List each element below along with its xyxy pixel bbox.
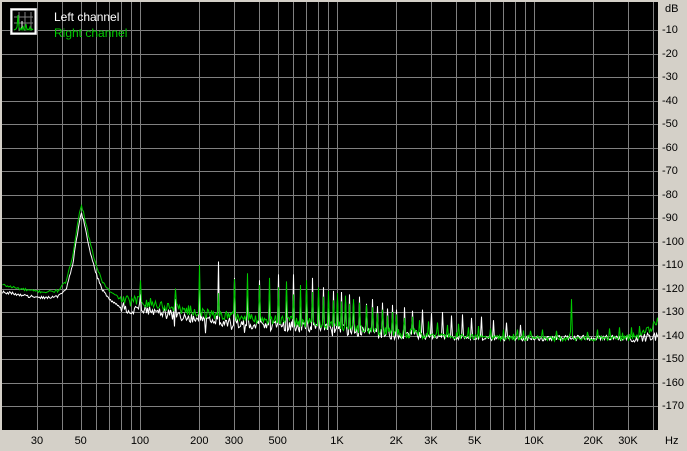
db-tick-label: -10 — [662, 24, 678, 36]
db-tick-label: -160 — [662, 376, 685, 389]
frequency-tick-label: 30K — [618, 435, 638, 447]
frequency-tick-label: 500 — [268, 435, 287, 447]
db-tick-label: -120 — [662, 282, 685, 295]
db-tick-label: -60 — [662, 141, 678, 154]
frequency-tick-label: 300 — [224, 435, 244, 447]
left-channel-curve — [2, 212, 658, 343]
db-tick-label: -100 — [662, 235, 685, 248]
frequency-tick-label: 200 — [190, 435, 209, 447]
frequency-tick-label: 20K — [583, 435, 604, 447]
db-tick-label: -80 — [662, 188, 678, 201]
frequency-tick-label: 50 — [74, 435, 87, 447]
db-tick-label: -130 — [662, 306, 685, 318]
legend: Left channel Right channel — [10, 8, 127, 41]
db-tick-label: -90 — [662, 212, 678, 224]
legend-left-channel-label: Left channel — [54, 10, 120, 24]
frequency-tick-label: 5K — [467, 435, 482, 447]
db-axis-unit-label: dB — [665, 3, 679, 15]
db-tick-label: -110 — [662, 259, 684, 271]
frequency-tick-label: 10K — [524, 435, 544, 447]
right-channel-curve — [2, 203, 658, 343]
db-tick-label: -50 — [662, 118, 678, 130]
spectrum-icon — [10, 8, 37, 35]
db-tick-label: -70 — [662, 165, 678, 177]
db-tick-label: -170 — [662, 400, 685, 412]
db-tick-label: -40 — [662, 94, 678, 107]
db-tick-label: -20 — [662, 47, 678, 60]
noise-spectrum-plot — [2, 2, 658, 430]
frequency-tick-label: 100 — [130, 435, 150, 447]
db-tick-label: -30 — [662, 71, 678, 83]
db-tick-label: -150 — [662, 353, 685, 365]
frequency-tick-label: 1K — [330, 435, 344, 447]
db-tick-label: -140 — [662, 329, 685, 342]
frequency-tick-label: 3K — [424, 435, 438, 447]
frequency-tick-label: 30 — [30, 435, 44, 447]
frequency-tick-label: 2K — [389, 435, 404, 447]
legend-right-channel-label: Right channel — [54, 26, 128, 40]
hz-axis-unit-label: Hz — [665, 435, 679, 447]
